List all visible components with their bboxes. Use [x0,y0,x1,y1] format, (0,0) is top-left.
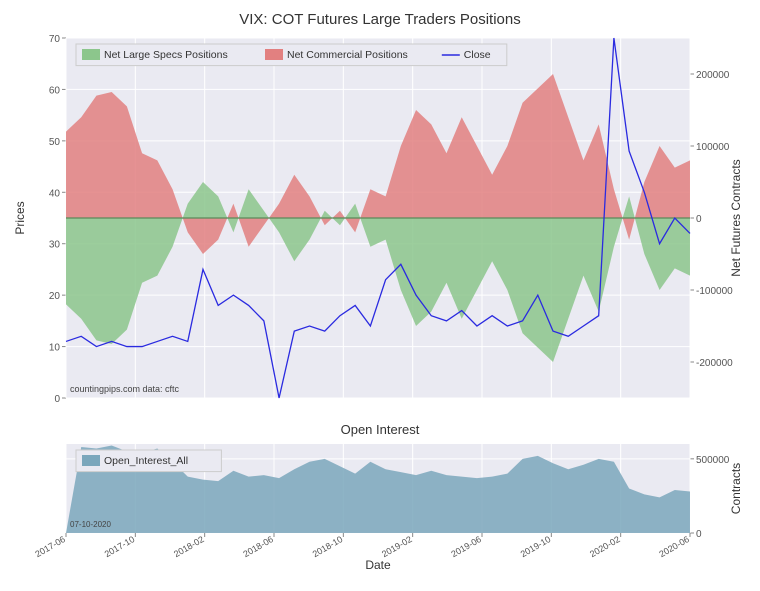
attribution: countingpips.com data: cftc [70,384,180,394]
legend-label: Net Commercial Positions [287,49,408,61]
sub-chart-svg: Open Interest 0 500000 2017-06 2017-10 2018-0… [8,418,752,573]
legend-swatch [82,49,100,60]
y-right-label: Net Futures Contracts [729,159,743,276]
x-tick: 2019-10 [519,534,553,559]
y-left-tick: 70 [49,34,61,45]
x-tick: 2020-02 [588,534,622,559]
main-title: VIX: COT Futures Large Traders Positions [239,11,521,28]
y-right-tick: 100000 [696,142,730,153]
y-right-tick: -200000 [696,358,733,369]
x-tick: 2019-02 [380,534,414,559]
main-chart: VIX: COT Futures Large Traders Positions… [8,8,752,418]
main-chart-svg: VIX: COT Futures Large Traders Positions… [8,8,752,418]
y-left-label: Prices [13,201,27,234]
y-left-tick: 60 [49,85,61,96]
y-right-tick: 0 [696,214,702,225]
legend-label: Open_Interest_All [104,455,188,467]
x-tick: 2020-06 [657,534,691,559]
y-left-tick: 10 [49,343,61,354]
y-right-tick: 200000 [696,70,730,81]
legend-label: Close [464,49,491,61]
y-left-tick: 30 [49,240,61,251]
y-right-tick: -100000 [696,286,733,297]
y-left-tick: 50 [49,137,61,148]
sub-title: Open Interest [341,422,420,437]
legend-swatch [265,49,283,60]
x-label: Date [365,558,391,572]
y-left-tick: 0 [54,394,60,405]
x-tick: 2019-06 [449,534,483,559]
y-left-tick: 40 [49,188,61,199]
date-text: 07-10-2020 [70,520,111,529]
legend-swatch [82,455,100,466]
x-tick: 2017-10 [103,534,137,559]
sub-chart: Open Interest 0 500000 2017-06 2017-10 2018-0… [8,418,752,573]
y-left-tick: 20 [49,291,61,302]
x-tick: 2018-02 [172,534,206,559]
x-tick: 2018-06 [241,534,275,559]
y-right-tick: 0 [696,529,702,540]
x-tick: 2018-10 [311,534,345,559]
y-right-tick: 500000 [696,455,730,466]
y-right-label: Contracts [729,463,743,514]
legend-label: Net Large Specs Positions [104,49,228,61]
x-tick: 2017-06 [33,534,67,559]
